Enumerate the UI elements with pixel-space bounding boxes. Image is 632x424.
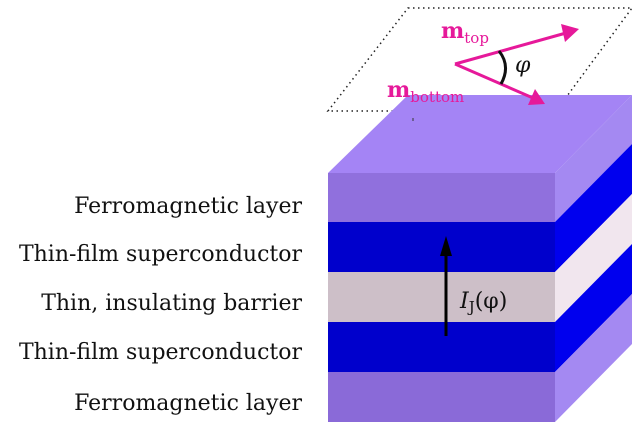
layer-side-3 — [555, 244, 632, 372]
layer-side-1 — [555, 144, 632, 272]
m-bottom-vector — [454, 62, 534, 100]
m-bottom-label: mbottom — [387, 77, 464, 106]
layer-label-3: Thin-film superconductor — [19, 340, 303, 365]
stack-top-face — [328, 95, 632, 173]
current-arrowhead — [440, 236, 452, 256]
layer-side-0 — [555, 95, 632, 222]
layer-labels: Ferromagnetic layer Thin-film superconduc… — [19, 194, 303, 416]
layer-label-4: Ferromagnetic layer — [74, 391, 302, 416]
m-top-arrowhead — [561, 24, 579, 42]
layer-label-2: Thin, insulating barrier — [41, 291, 302, 316]
layer-front-4 — [328, 372, 555, 422]
magnetization-vectors — [454, 24, 579, 105]
current-label: IJ(φ) — [459, 289, 507, 316]
m-top-vector — [454, 31, 567, 66]
layer-front-0 — [328, 173, 555, 222]
layer-label-0: Ferromagnetic layer — [74, 194, 302, 219]
m-bottom-arrowhead — [528, 89, 545, 105]
angle-label: φ — [515, 53, 531, 78]
angle-arc — [497, 50, 507, 85]
layer-front-2 — [328, 272, 555, 322]
layer-side-4 — [555, 294, 632, 422]
layer-stack — [328, 95, 632, 422]
layer-side-2 — [555, 194, 632, 322]
layer-front-1 — [328, 222, 555, 272]
m-top-label: mtop — [441, 18, 489, 47]
layer-label-1: Thin-film superconductor — [19, 242, 303, 267]
layer-front-3 — [328, 322, 555, 372]
